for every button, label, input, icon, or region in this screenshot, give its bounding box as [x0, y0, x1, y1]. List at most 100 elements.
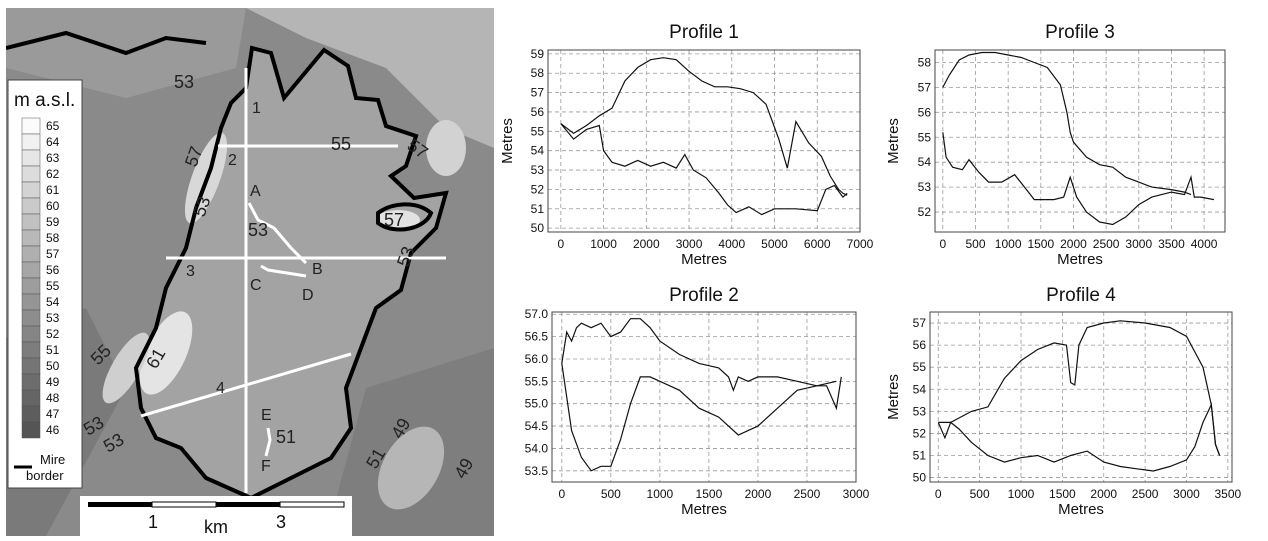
- x-tick-label: 6000: [804, 237, 831, 251]
- x-tick-label: 1000: [1008, 487, 1035, 501]
- legend-value: 46: [46, 423, 60, 437]
- legend-value: 51: [46, 343, 60, 357]
- y-tick-label: 58: [531, 66, 545, 80]
- y-tick-label: 57.0: [525, 307, 549, 321]
- y-tick-label: 55: [918, 130, 932, 144]
- profile-chart-4: 0 500 1000 1500 2000 2500 3000 3500 50 51 52 53 54 55…: [885, 285, 1242, 518]
- y-axis-label: Metres: [885, 374, 902, 420]
- x-tick-label: 1500: [696, 487, 723, 501]
- scale-label-3: 3: [276, 512, 286, 532]
- legend-value: 53: [46, 311, 60, 325]
- mire-border-north: [6, 30, 207, 56]
- legend-swatch: [21, 245, 41, 263]
- chart-title: Profile 2: [669, 285, 739, 306]
- legend-swatch: [21, 117, 41, 135]
- legend-value: 48: [46, 391, 60, 405]
- y-axis-label: Metres: [885, 118, 902, 164]
- transect-label-1: 1: [252, 100, 261, 117]
- contour-label: 53: [174, 72, 194, 92]
- transect-label-2: 2: [228, 152, 237, 169]
- y-tick-label: 56.5: [525, 330, 549, 344]
- y-tick-label: 53.5: [525, 464, 549, 478]
- legend-value: 64: [46, 135, 60, 149]
- legend-swatch: [21, 325, 41, 343]
- x-tick-label: 4000: [1191, 237, 1218, 251]
- y-tick-label: 55: [913, 360, 927, 374]
- contour-label: 53: [248, 220, 268, 240]
- profile-4-series-1-line: [938, 320, 1221, 456]
- profile-chart-2: 0 500 1000 1500 2000 2500 3000 3500 4000 52 53 54 55…: [885, 22, 1226, 268]
- y-tick-label: 55.5: [525, 374, 549, 388]
- transect-4: [140, 352, 352, 418]
- plot-frame: [934, 49, 1226, 233]
- x-tick-label: 2500: [1093, 237, 1120, 251]
- legend-swatch: [21, 229, 41, 247]
- contour-label: 55: [331, 134, 351, 154]
- legend-value: 65: [46, 119, 60, 133]
- ridge-ne: [426, 120, 466, 176]
- legend-swatch: [21, 309, 41, 327]
- x-tick-label: 1500: [1027, 237, 1054, 251]
- chart-title: Profile 4: [1046, 285, 1116, 306]
- legend-swatch: [21, 293, 41, 311]
- scale-segment: [279, 501, 345, 508]
- y-tick-label: 57: [531, 86, 545, 100]
- x-axis-label: Metres: [681, 251, 727, 268]
- chart-title: Profile 3: [1045, 22, 1115, 43]
- y-tick-label: 54.0: [525, 441, 549, 455]
- legend-swatch: [21, 181, 41, 199]
- hill-61: [139, 311, 193, 395]
- y-tick-label: 54: [531, 144, 545, 158]
- contour-label: 57: [384, 210, 404, 230]
- legend-swatch: [21, 421, 41, 439]
- point-label-d: D: [302, 287, 314, 304]
- x-tick-label: 3500: [1215, 487, 1242, 501]
- profile-3-series-2-line: [561, 363, 837, 472]
- x-tick-label: 3000: [676, 237, 703, 251]
- transect-a-b: [247, 202, 308, 265]
- terrain-high-ne: [246, 8, 494, 148]
- x-tick-label: 0: [935, 487, 942, 501]
- x-axis-label: Metres: [681, 501, 727, 518]
- legend-value: 60: [46, 199, 60, 213]
- legend-value: 47: [46, 407, 60, 421]
- profile-2-series-1-line: [942, 51, 1192, 196]
- profile-chart-1: 0 1000 2000 3000 4000 5000 6000 7000 50 51 52 53 54 5…: [499, 22, 874, 268]
- legend-value: 49: [46, 375, 60, 389]
- y-tick-label: 51: [531, 202, 545, 216]
- y-tick-label: 59: [531, 47, 545, 61]
- legend-value: 57: [46, 247, 60, 261]
- x-tick-label: 500: [601, 487, 621, 501]
- x-tick-label: 0: [939, 237, 946, 251]
- y-tick-label: 56.0: [525, 352, 549, 366]
- legend-swatch: [21, 149, 41, 167]
- x-tick-label: 7000: [847, 237, 874, 251]
- transect-label-3: 3: [186, 263, 195, 280]
- transect-e-f: [264, 427, 272, 457]
- scale-segment: [151, 501, 217, 508]
- y-tick-label: 53: [918, 180, 932, 194]
- y-tick-label: 53: [913, 404, 927, 418]
- x-tick-label: 5000: [761, 237, 788, 251]
- y-tick-label: 50: [913, 471, 927, 485]
- scale-segment: [216, 502, 280, 507]
- scale-segment: [88, 502, 152, 507]
- point-label-e: E: [261, 407, 272, 424]
- legend-value: 59: [46, 215, 60, 229]
- x-tick-label: 500: [965, 237, 985, 251]
- x-tick-label: 0: [557, 237, 564, 251]
- y-tick-label: 57: [918, 80, 932, 94]
- legend-value: 63: [46, 151, 60, 165]
- y-tick-label: 55: [531, 124, 545, 138]
- y-tick-label: 54: [918, 155, 932, 169]
- legend-value: 61: [46, 183, 60, 197]
- x-tick-label: 3000: [843, 487, 870, 501]
- x-tick-label: 2500: [1132, 487, 1159, 501]
- y-tick-label: 52: [918, 205, 932, 219]
- legend-value: 50: [46, 359, 60, 373]
- scale-label-km: km: [204, 517, 228, 536]
- legend-border-label-1: Mire: [40, 452, 65, 467]
- y-tick-label: 52: [531, 182, 545, 196]
- y-axis-label: Metres: [499, 118, 516, 164]
- point-label-b: B: [312, 261, 323, 278]
